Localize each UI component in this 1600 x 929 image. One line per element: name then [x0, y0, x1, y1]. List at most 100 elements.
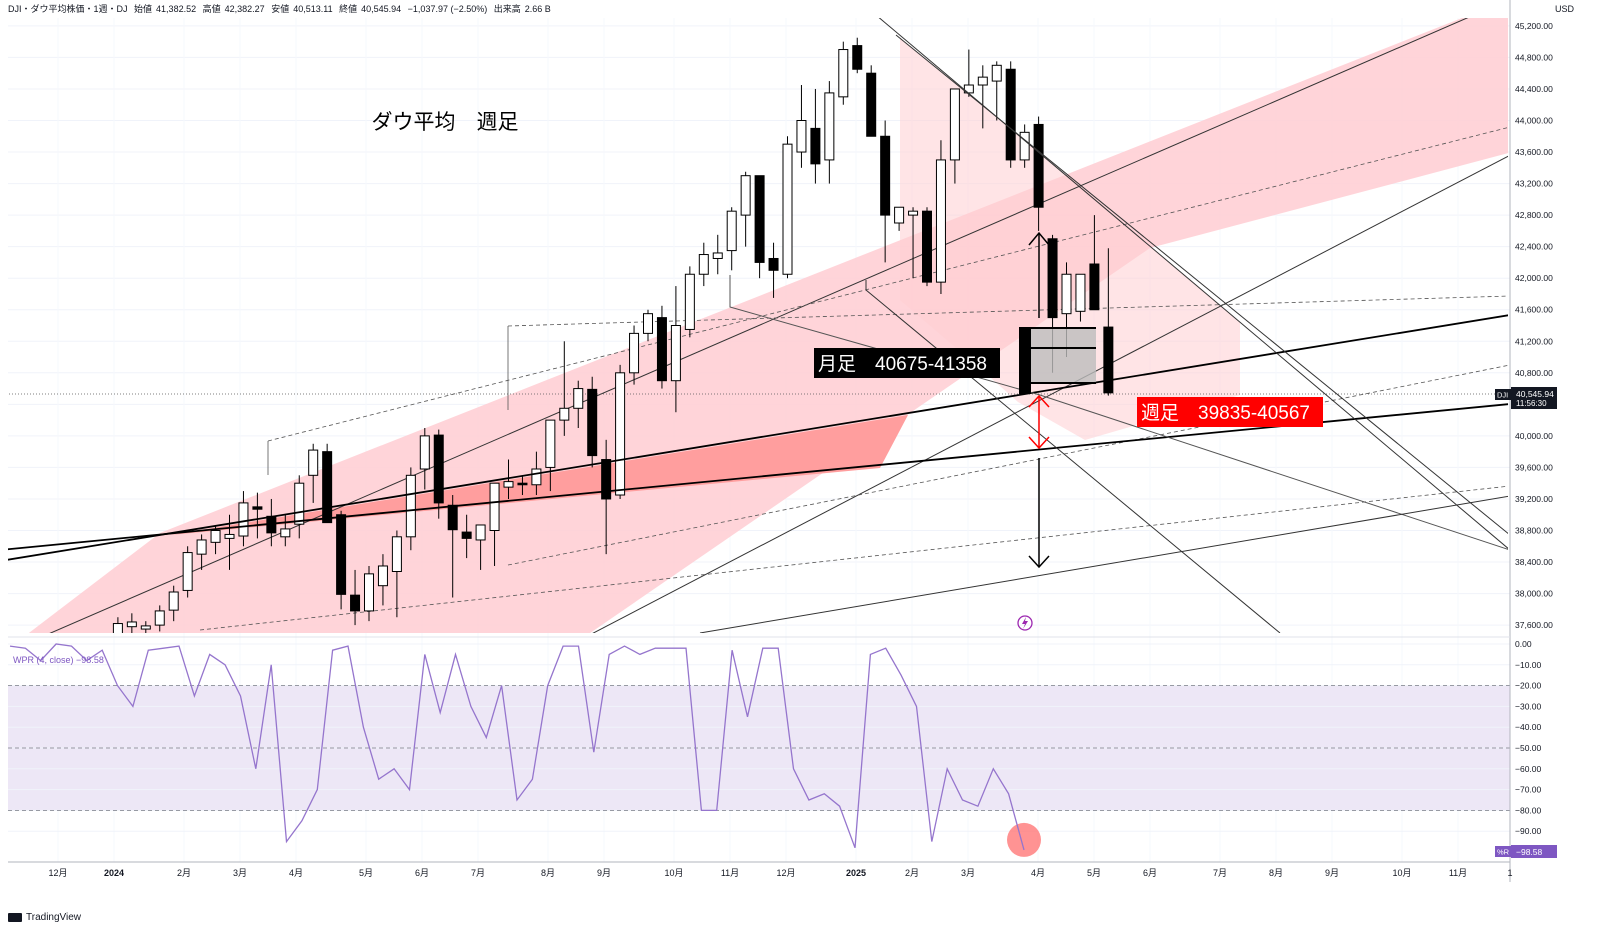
candle-up [1075, 273, 1086, 312]
monthly-callout-label: 月足 40675-41358 [818, 354, 987, 375]
candle-down [1103, 326, 1114, 394]
symbol-line[interactable]: DJI・ダウ平均株価・1週・DJ [8, 4, 128, 14]
candle-down [922, 210, 932, 283]
time-tick-label: 6月 [1143, 868, 1157, 878]
candle-down [461, 531, 472, 539]
candle-down [1005, 68, 1016, 161]
low-label: 安値 [271, 4, 290, 14]
candle-down [810, 127, 821, 165]
price-tick-label: 42,800.00 [1515, 210, 1553, 220]
candle-up [643, 313, 653, 334]
time-tick-label: 11月 [721, 868, 739, 878]
time-tick-label: 9月 [597, 868, 611, 878]
time-tick-label: 9月 [1325, 868, 1339, 878]
support-trendline [8, 314, 1508, 561]
chart-title: ダウ平均 週足 [372, 111, 519, 134]
channel-upper-line [49, 18, 1469, 633]
candle-up [740, 175, 751, 216]
candle-up [977, 76, 988, 86]
candle-up [405, 474, 416, 538]
candle-up [99, 637, 108, 649]
candle-up [280, 528, 291, 538]
candle-up [391, 536, 402, 572]
wpr-legend[interactable]: WPR (4, close) −98.58 [13, 655, 104, 665]
red-range-arrow-head [1028, 436, 1050, 450]
candle-up [908, 210, 919, 216]
lightning-icon[interactable] [1017, 615, 1033, 631]
currency-label[interactable]: USD [1555, 4, 1575, 14]
wpr-tick-label: −50.00 [1515, 743, 1542, 753]
candle-up [712, 252, 723, 259]
candle-up [838, 49, 849, 98]
wpr-tick-label: −30.00 [1515, 701, 1542, 711]
price-axis[interactable]: 37,600.00 38,000.00 38,400.00 38,800.00 39,2… [1495, 0, 1557, 882]
time-axis[interactable]: 12月 2024 2月 3月 4月 5月 6月 7月 8月 9月 10月 11月 12月 2025 2月 3月… [8, 861, 1513, 878]
open-value: 41,382.52 [156, 4, 197, 14]
wpr-tick-label: −70.00 [1515, 785, 1542, 795]
last-price-tag [1511, 387, 1557, 409]
candle-up [112, 623, 123, 633]
wpr-value: −98.58 [76, 655, 104, 665]
wpr-symbol-tag [1495, 846, 1511, 857]
drawings-back [8, 18, 1508, 633]
candle-down [336, 514, 347, 595]
monthly-zone-box [1020, 327, 1096, 383]
candle-up [364, 573, 374, 612]
candle-up [559, 407, 570, 421]
price-tick-label: 39,600.00 [1515, 462, 1553, 472]
candle-up [615, 372, 626, 496]
lower-trendline [699, 495, 1508, 633]
resistance-line [878, 18, 1508, 549]
candle-up [182, 552, 193, 591]
symbol-header: DJI・ダウ平均株価・1週・DJ 始値 41,382.52 高値 42,382.27… [8, 2, 555, 15]
candle-up [196, 539, 207, 555]
last-price-symbol-tag [1495, 389, 1511, 400]
time-tick-label: 3月 [233, 868, 247, 878]
price-tick-label: 42,000.00 [1515, 273, 1553, 283]
price-tick-label: 39,200.00 [1515, 494, 1553, 504]
time-tick-label: 8月 [1269, 868, 1283, 878]
channel-lower-line [592, 155, 1508, 633]
price-tick-label: 44,800.00 [1515, 52, 1553, 62]
parallel-dashed-line [507, 295, 1508, 327]
high-value: 42,382.27 [224, 4, 265, 14]
up-arrow-head [1028, 231, 1050, 246]
candle-down [350, 594, 361, 612]
wpr-symbol: %R [1497, 848, 1510, 857]
wpr-highlight-circle [1007, 822, 1041, 857]
wpr-grid [8, 643, 1510, 832]
low-value: 40,513.11 [293, 4, 333, 14]
callouts: 月足 40675-41358 週足 39835-40567 [814, 348, 1323, 427]
time-tick-label: 2月 [905, 868, 919, 878]
candle-down [656, 317, 667, 382]
candle-down [866, 72, 877, 137]
time-tick-label: 10月 [1392, 868, 1411, 878]
price-tick-label: 41,600.00 [1515, 305, 1553, 315]
candle-up [140, 625, 151, 630]
candle-up [573, 388, 584, 409]
candle-up [86, 648, 95, 653]
time-tick-label: 2025 [846, 868, 866, 878]
tradingview-brand[interactable]: TradingView [8, 912, 81, 923]
candle-up [154, 610, 165, 626]
zone-fill [900, 38, 1240, 440]
candle-up [894, 206, 905, 224]
time-tick-label: 12月 [48, 868, 67, 878]
price-tick-label: 38,400.00 [1515, 557, 1553, 567]
candles [86, 37, 1114, 653]
candle-down [322, 451, 333, 524]
time-tick-label: 8月 [541, 868, 555, 878]
wpr-tick-label: −90.00 [1515, 826, 1542, 836]
current-month-candle [1019, 327, 1031, 394]
candle-up [545, 419, 556, 468]
pattern-line [865, 280, 1281, 633]
tradingview-logo-icon [8, 913, 22, 922]
time-tick-label: 11月 [1449, 868, 1467, 878]
high-label: 高値 [202, 4, 221, 14]
wpr-tick-label: −10.00 [1515, 660, 1542, 670]
close-label: 終値 [339, 4, 358, 14]
time-tick-label: 1 [1507, 868, 1512, 878]
candle-up [294, 482, 305, 525]
time-tick-label: 4月 [1031, 868, 1045, 878]
wpr-tick-label: −80.00 [1515, 805, 1542, 815]
